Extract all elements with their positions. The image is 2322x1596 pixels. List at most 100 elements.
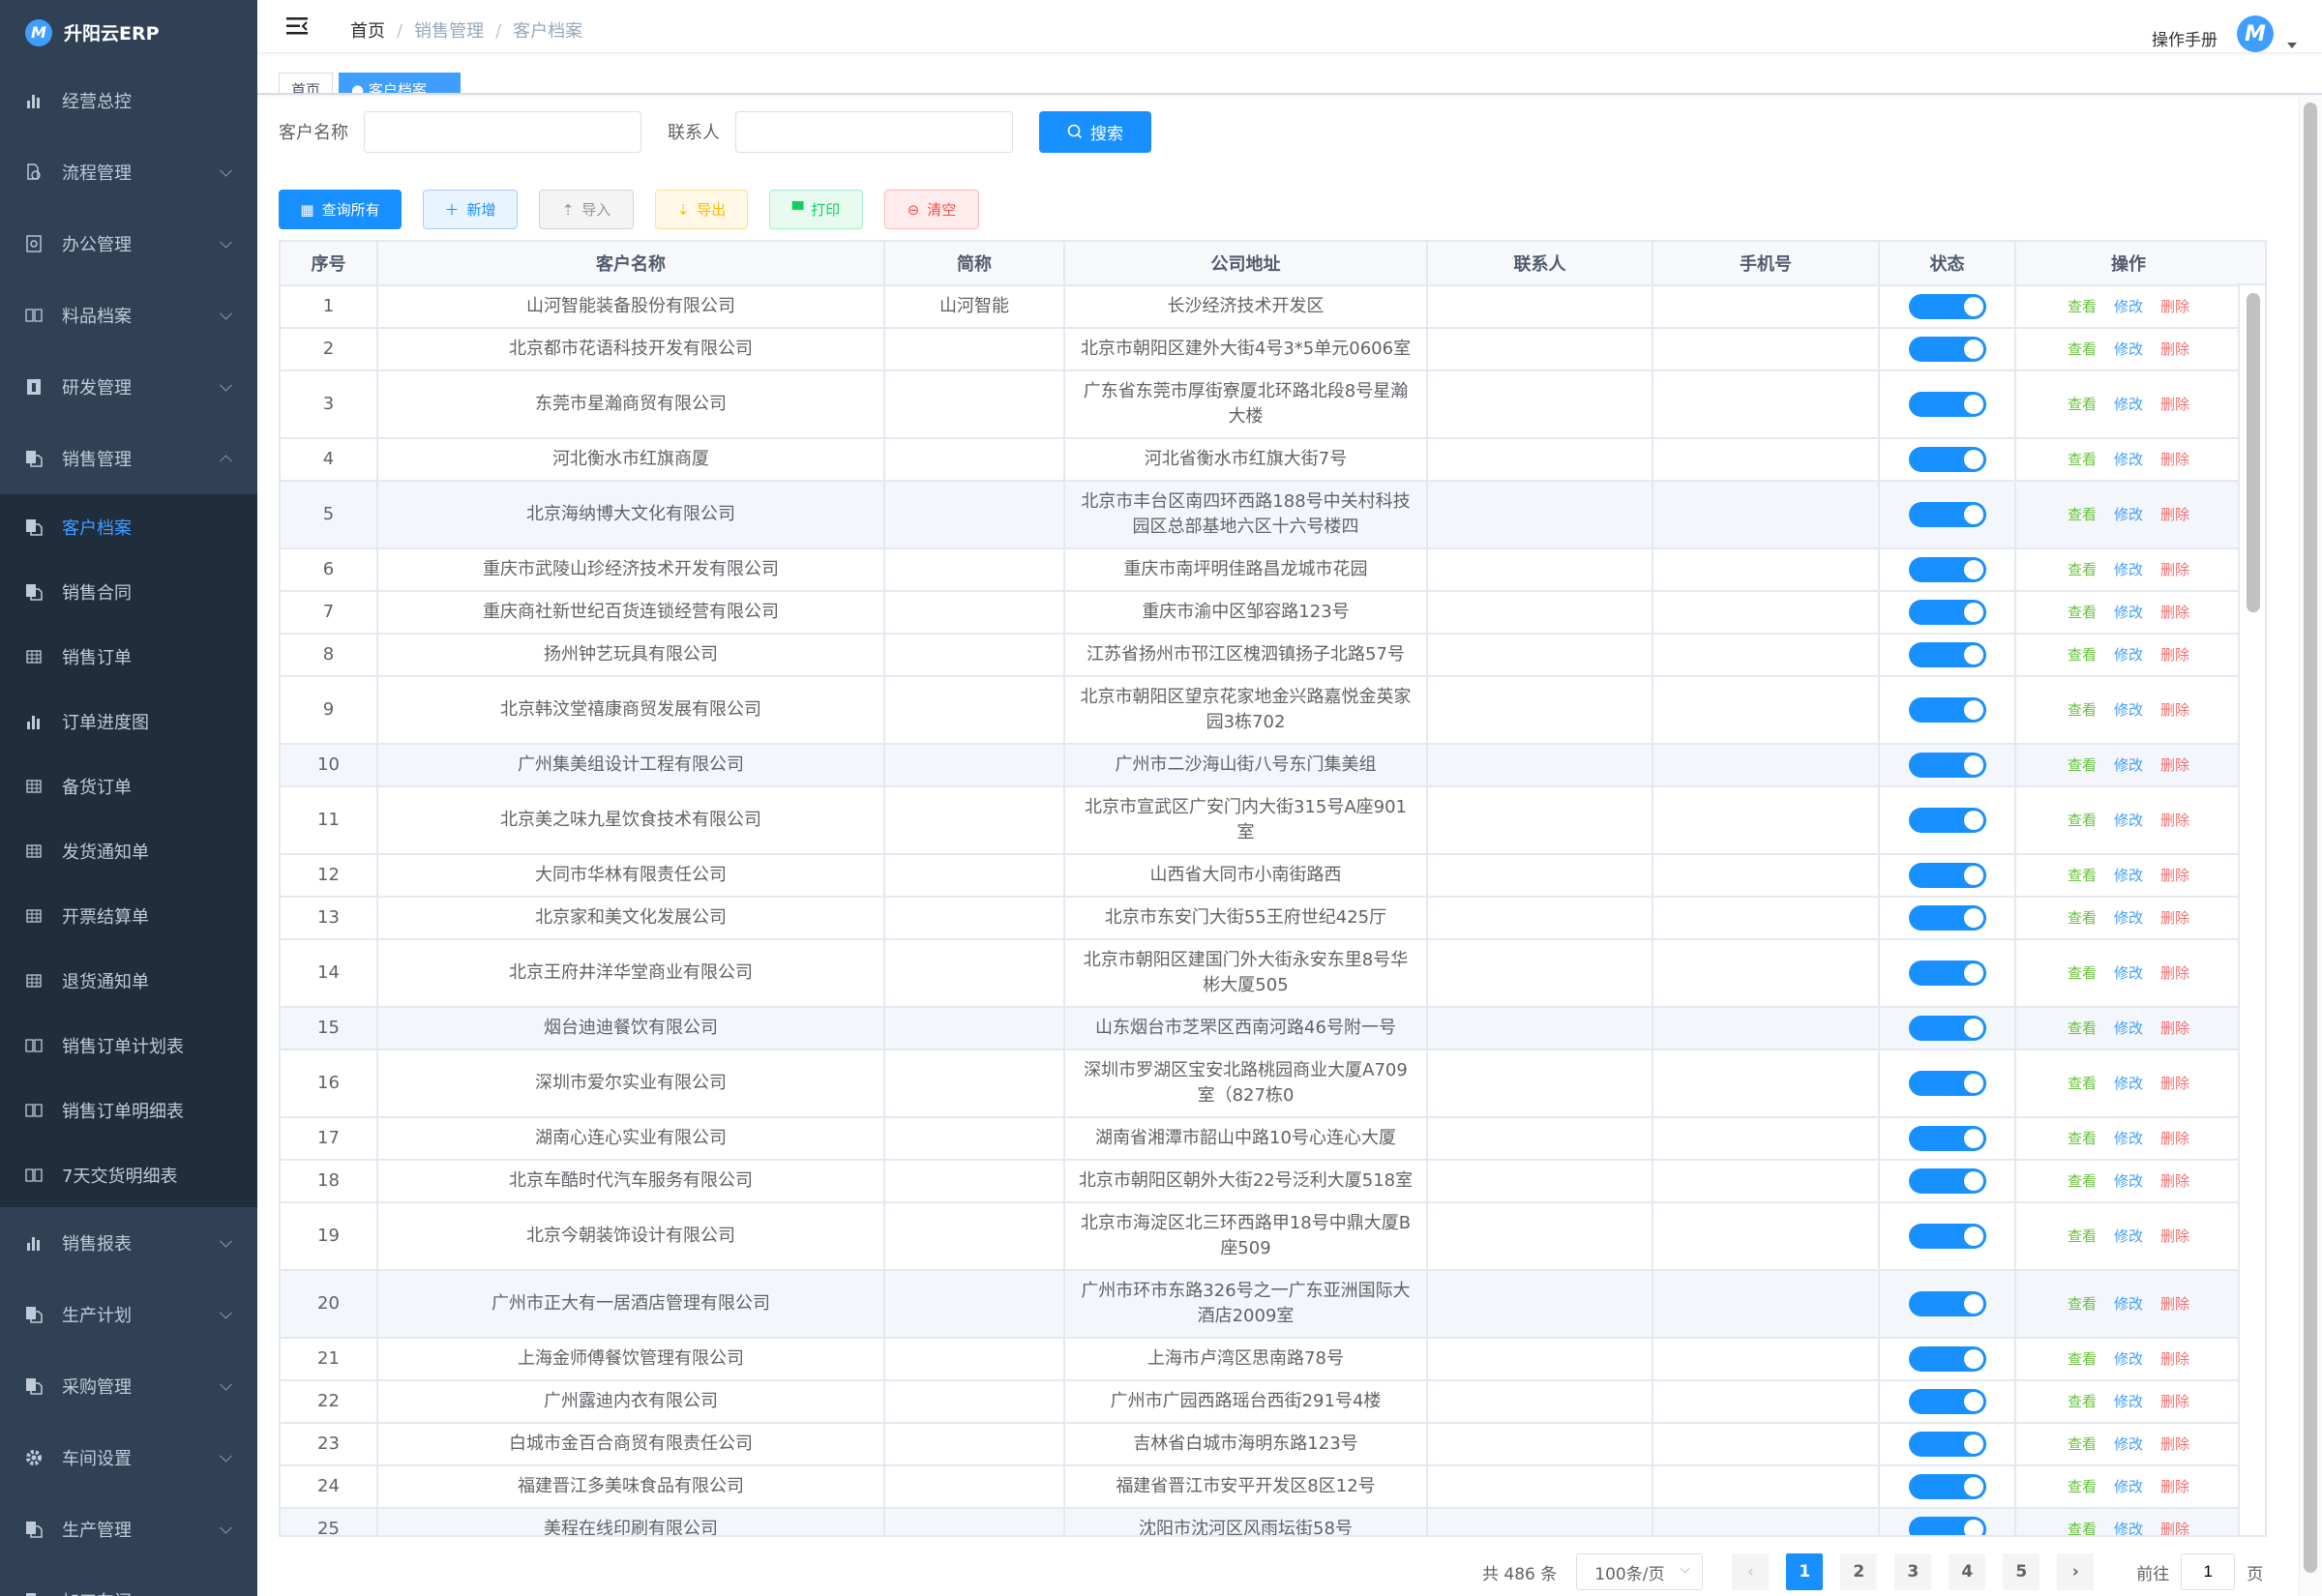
- delete-link[interactable]: 删除: [2160, 1130, 2190, 1147]
- delete-link[interactable]: 删除: [2160, 1435, 2190, 1453]
- view-link[interactable]: 查看: [2067, 756, 2097, 774]
- sidebar-item-sidebar-sales_sub-7[interactable]: 退货通知单: [0, 948, 257, 1013]
- delete-link[interactable]: 删除: [2160, 701, 2190, 719]
- caret-down-icon[interactable]: [2287, 43, 2297, 48]
- sidebar-item-sidebar-top-4[interactable]: 研发管理: [0, 351, 257, 423]
- tag-customer-archive[interactable]: ● 客户档案: [339, 73, 461, 93]
- view-link[interactable]: 查看: [2067, 506, 2097, 523]
- sidebar-item-sidebar-bottom-0[interactable]: 销售报表: [0, 1207, 257, 1279]
- sidebar-item-sidebar-top-1[interactable]: 流程管理: [0, 136, 257, 208]
- view-link[interactable]: 查看: [2067, 1075, 2097, 1092]
- edit-link[interactable]: 修改: [2113, 1130, 2143, 1147]
- clear-button[interactable]: ⊖ 清空: [884, 190, 979, 229]
- print-button[interactable]: ▀ 打印: [769, 190, 863, 229]
- next-page-button[interactable]: ›: [2057, 1553, 2095, 1590]
- edit-link[interactable]: 修改: [2113, 1350, 2143, 1368]
- manual-link[interactable]: 操作手册: [2152, 30, 2218, 50]
- view-link[interactable]: 查看: [2067, 1393, 2097, 1410]
- view-link[interactable]: 查看: [2067, 812, 2097, 829]
- delete-link[interactable]: 删除: [2160, 561, 2190, 578]
- status-toggle[interactable]: [1908, 1432, 1986, 1457]
- edit-link[interactable]: 修改: [2113, 701, 2143, 719]
- sidebar-item-sidebar-bottom-4[interactable]: 生产管理: [0, 1493, 257, 1565]
- status-toggle[interactable]: [1908, 642, 1986, 667]
- query-all-button[interactable]: ▦ 查询所有: [279, 190, 402, 229]
- status-toggle[interactable]: [1908, 600, 1986, 625]
- sidebar-item-sidebar-bottom-5[interactable]: 加工车间: [0, 1565, 257, 1596]
- status-toggle[interactable]: [1908, 753, 1986, 778]
- status-toggle[interactable]: [1908, 905, 1986, 931]
- status-toggle[interactable]: [1908, 1291, 1986, 1316]
- page-button[interactable]: 3: [1894, 1553, 1932, 1590]
- delete-link[interactable]: 删除: [2160, 1227, 2190, 1245]
- page-scrollbar[interactable]: [2299, 95, 2322, 1596]
- edit-link[interactable]: 修改: [2113, 396, 2143, 413]
- view-link[interactable]: 查看: [2067, 1478, 2097, 1495]
- contact-input[interactable]: [735, 110, 1013, 153]
- sidebar-item-sidebar-top-2[interactable]: 办公管理: [0, 208, 257, 280]
- table-scrollbar-thumb[interactable]: [2247, 293, 2260, 612]
- edit-link[interactable]: 修改: [2113, 812, 2143, 829]
- sidebar-item-sidebar-bottom-2[interactable]: 采购管理: [0, 1350, 257, 1422]
- edit-link[interactable]: 修改: [2113, 1075, 2143, 1092]
- status-toggle[interactable]: [1908, 1168, 1986, 1194]
- view-link[interactable]: 查看: [2067, 1435, 2097, 1453]
- delete-link[interactable]: 删除: [2160, 812, 2190, 829]
- view-link[interactable]: 查看: [2067, 909, 2097, 927]
- sidebar-item-sidebar-sales_sub-6[interactable]: 开票结算单: [0, 883, 257, 948]
- edit-link[interactable]: 修改: [2113, 1435, 2143, 1453]
- view-link[interactable]: 查看: [2067, 701, 2097, 719]
- status-toggle[interactable]: [1908, 1224, 1986, 1249]
- add-button[interactable]: ＋ 新增: [423, 190, 518, 229]
- delete-link[interactable]: 删除: [2160, 451, 2190, 468]
- sidebar-item-sidebar-sales_sub-8[interactable]: 销售订单计划表: [0, 1013, 257, 1078]
- sidebar-item-sidebar-sales_sub-3[interactable]: 订单进度图: [0, 689, 257, 754]
- app-logo[interactable]: M 升阳云ERP: [0, 0, 257, 65]
- edit-link[interactable]: 修改: [2113, 1478, 2143, 1495]
- view-link[interactable]: 查看: [2067, 1172, 2097, 1190]
- page-button[interactable]: 1: [1786, 1553, 1824, 1590]
- view-link[interactable]: 查看: [2067, 604, 2097, 621]
- page-button[interactable]: 4: [1949, 1553, 1986, 1590]
- sidebar-item-sidebar-sales_sub-0[interactable]: 客户档案: [0, 494, 257, 559]
- sidebar-item-sidebar-sales_sub-10[interactable]: 7天交货明细表: [0, 1142, 257, 1207]
- delete-link[interactable]: 删除: [2160, 1521, 2190, 1537]
- sidebar-item-sidebar-top-3[interactable]: 料品档案: [0, 280, 257, 351]
- edit-link[interactable]: 修改: [2113, 646, 2143, 664]
- status-toggle[interactable]: [1908, 557, 1986, 582]
- edit-link[interactable]: 修改: [2113, 561, 2143, 578]
- view-link[interactable]: 查看: [2067, 298, 2097, 315]
- prev-page-button[interactable]: ‹: [1732, 1553, 1770, 1590]
- delete-link[interactable]: 删除: [2160, 909, 2190, 927]
- status-toggle[interactable]: [1908, 1389, 1986, 1414]
- goto-page-input[interactable]: [2181, 1553, 2236, 1590]
- status-toggle[interactable]: [1908, 697, 1986, 723]
- status-toggle[interactable]: [1908, 1517, 1986, 1535]
- view-link[interactable]: 查看: [2067, 340, 2097, 358]
- sidebar-item-sidebar-top-5[interactable]: 销售管理: [0, 423, 257, 494]
- status-toggle[interactable]: [1908, 337, 1986, 362]
- status-toggle[interactable]: [1908, 447, 1986, 472]
- edit-link[interactable]: 修改: [2113, 964, 2143, 982]
- delete-link[interactable]: 删除: [2160, 1350, 2190, 1368]
- delete-link[interactable]: 删除: [2160, 756, 2190, 774]
- edit-link[interactable]: 修改: [2113, 506, 2143, 523]
- delete-link[interactable]: 删除: [2160, 646, 2190, 664]
- sidebar-item-sidebar-sales_sub-9[interactable]: 销售订单明细表: [0, 1078, 257, 1142]
- delete-link[interactable]: 删除: [2160, 506, 2190, 523]
- import-button[interactable]: ⇡ 导入: [539, 190, 634, 229]
- view-link[interactable]: 查看: [2067, 1227, 2097, 1245]
- tag-home[interactable]: 首页: [279, 73, 334, 93]
- sidebar-item-sidebar-sales_sub-2[interactable]: 销售订单: [0, 624, 257, 689]
- edit-link[interactable]: 修改: [2113, 604, 2143, 621]
- status-toggle[interactable]: [1908, 808, 1986, 833]
- export-button[interactable]: ⇣ 导出: [655, 190, 748, 229]
- sidebar-item-sidebar-sales_sub-5[interactable]: 发货通知单: [0, 818, 257, 883]
- page-size-select[interactable]: 100条/页: [1576, 1553, 1704, 1590]
- view-link[interactable]: 查看: [2067, 451, 2097, 468]
- edit-link[interactable]: 修改: [2113, 340, 2143, 358]
- status-toggle[interactable]: [1908, 1346, 1986, 1372]
- view-link[interactable]: 查看: [2067, 964, 2097, 982]
- status-toggle[interactable]: [1908, 863, 1986, 888]
- table-scrollbar[interactable]: [2238, 285, 2265, 1535]
